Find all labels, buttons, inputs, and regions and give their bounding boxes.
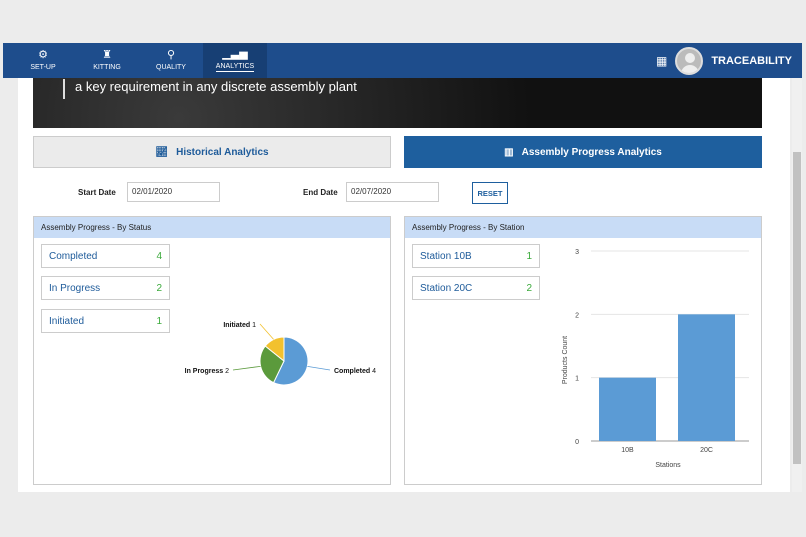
bar-chart-icon: ▥	[504, 146, 514, 158]
bar-signal-icon: ▁▃▅	[222, 48, 248, 60]
top-nav: ⚙ SET-UP ♜ KITTING ⚲ QUALITY ▁▃▅ ANALYTICS ▦…	[3, 43, 802, 78]
stat-label: Station 10B	[420, 250, 472, 262]
start-date-label: Start Date	[78, 188, 116, 197]
scrollbar[interactable]	[792, 78, 802, 492]
y-tick-label: 0	[575, 439, 579, 446]
pie-connector	[232, 365, 261, 371]
nav-analytics[interactable]: ▁▃▅ ANALYTICS	[203, 43, 267, 78]
y-tick-label: 1	[575, 376, 579, 383]
station-10b[interactable]: Station 10B 1	[412, 244, 540, 268]
start-date-input[interactable]: 02/01/2020	[127, 182, 220, 202]
reset-button[interactable]: RESET	[472, 182, 508, 204]
status-initiated[interactable]: Initiated 1	[41, 309, 170, 333]
bar-20C[interactable]	[678, 314, 735, 441]
panel-title: Assembly Progress - By Status	[34, 217, 390, 238]
stat-value: 2	[156, 282, 162, 294]
panel-title: Assembly Progress - By Station	[405, 217, 761, 238]
stat-label: Initiated	[49, 315, 85, 327]
station-20c[interactable]: Station 20C 2	[412, 276, 540, 300]
status-in-progress[interactable]: In Progress 2	[41, 276, 170, 300]
station-bar-chart: 0 1 2 3 10B 20C Stations Products Count	[562, 249, 749, 469]
stat-value: 4	[156, 250, 162, 262]
pie-connector	[307, 365, 331, 371]
x-tick-label: 10B	[621, 447, 634, 454]
tab-label: Historical Analytics	[176, 146, 269, 158]
station-panel: Assembly Progress - By Station Station 1…	[404, 216, 762, 485]
pie-label: Initiated 1	[223, 322, 256, 329]
nav-quality[interactable]: ⚲ QUALITY	[139, 43, 203, 78]
scrollbar-thumb[interactable]	[793, 152, 801, 464]
x-axis-title: Stations	[655, 462, 681, 469]
search-icon: ⚲	[166, 49, 176, 61]
puzzle-icon: ♜	[102, 49, 112, 61]
status-completed[interactable]: Completed 4	[41, 244, 170, 268]
banner-text: a key requirement in any discrete assemb…	[63, 79, 357, 99]
stat-label: Completed	[49, 250, 98, 262]
brand-title: TRACEABILITY	[711, 54, 792, 67]
stat-value: 1	[526, 250, 532, 262]
y-axis-title: Products Count	[562, 336, 569, 384]
nav-label: QUALITY	[156, 64, 186, 71]
tab-label: Assembly Progress Analytics	[521, 146, 662, 158]
pie-label: In Progress 2	[185, 368, 229, 375]
tab-assembly-progress-analytics[interactable]: ▥ Assembly Progress Analytics	[404, 136, 762, 168]
stat-label: In Progress	[49, 282, 101, 294]
pie-connector	[259, 323, 274, 340]
line-chart-icon: 📈︎	[155, 146, 169, 158]
nav-label: SET-UP	[30, 64, 56, 71]
avatar[interactable]	[675, 46, 704, 75]
nav-kitting[interactable]: ♜ KITTING	[75, 43, 139, 78]
pie-slice-in-progress[interactable]	[259, 345, 285, 384]
x-tick-label: 20C	[700, 447, 713, 454]
stat-value: 2	[526, 282, 532, 294]
y-tick-label: 3	[575, 249, 579, 256]
end-date-label: End Date	[303, 188, 338, 197]
status-panel: Assembly Progress - By Status Completed 4…	[33, 216, 391, 485]
pie-label: Completed 4	[334, 368, 376, 375]
apps-grid-icon[interactable]: ▦	[655, 53, 668, 68]
status-pie-chart: Completed 4 In Progress 2 Initiated 1	[185, 322, 376, 386]
tab-historical-analytics[interactable]: 📈︎ Historical Analytics	[33, 136, 391, 168]
y-tick-label: 2	[575, 312, 579, 319]
stat-label: Station 20C	[420, 282, 473, 294]
nav-label: ANALYTICS	[215, 63, 255, 72]
bar-10B[interactable]	[599, 377, 656, 441]
nav-setup[interactable]: ⚙ SET-UP	[11, 43, 75, 78]
stat-value: 1	[156, 315, 162, 327]
banner: a key requirement in any discrete assemb…	[33, 78, 762, 128]
end-date-input[interactable]: 02/07/2020	[346, 182, 439, 202]
gear-icon: ⚙	[38, 49, 48, 61]
nav-label: KITTING	[93, 64, 121, 71]
